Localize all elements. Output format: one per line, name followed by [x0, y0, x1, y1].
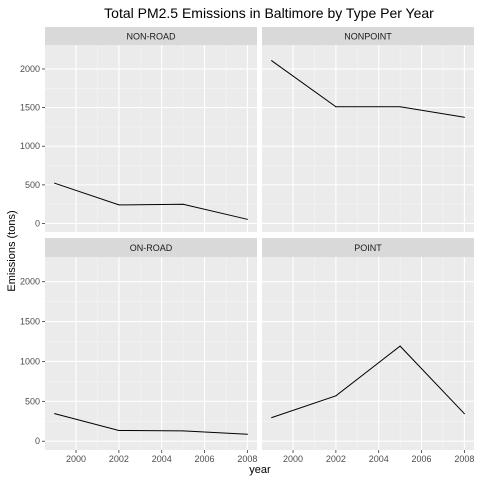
data-point: [271, 60, 273, 62]
y-tick-label: 1000: [20, 141, 40, 151]
x-tick-label: 2000: [283, 454, 303, 464]
data-point: [246, 433, 248, 435]
y-tick-label: 500: [25, 396, 40, 406]
facet-panel: ON-ROAD 0 500 1000 1500 2000 2000 2002 2004 2006 2…: [20, 238, 257, 464]
series-line: [54, 182, 248, 220]
series-line: [271, 345, 465, 419]
y-tick-label: 1500: [20, 103, 40, 113]
data-point: [335, 395, 337, 397]
y-tick-label: 1000: [20, 356, 40, 366]
y-tick-label: 500: [25, 180, 40, 190]
y-tick-label: 0: [35, 219, 40, 229]
data-point: [118, 430, 120, 432]
data-point: [463, 116, 465, 118]
facet-strip-label: ON-ROAD: [130, 243, 173, 253]
x-tick-label: 2004: [369, 454, 389, 464]
data-point: [271, 417, 273, 419]
facet-strip: [262, 27, 474, 45]
chart-title: Total PM2.5 Emissions in Baltimore by Ty…: [104, 5, 434, 21]
x-axis-label: year: [249, 464, 271, 476]
y-tick-label: 2000: [20, 64, 40, 74]
y-tick-label: 2000: [20, 277, 40, 287]
facet-strip-label: POINT: [354, 243, 382, 253]
data-point: [246, 218, 248, 220]
data-point: [335, 106, 337, 108]
data-point: [182, 203, 184, 205]
data-point: [54, 413, 56, 415]
x-tick-label: 2004: [152, 454, 172, 464]
y-axis-label: Emissions (tons): [6, 210, 18, 291]
data-point: [118, 204, 120, 206]
data-point: [182, 430, 184, 432]
x-tick-label: 2002: [109, 454, 129, 464]
x-tick-label: 2006: [195, 454, 215, 464]
y-tick-label: 1500: [20, 317, 40, 327]
y-tick-label: 0: [35, 436, 40, 446]
panel-background: [262, 257, 474, 450]
facet-strip: [45, 27, 257, 45]
panel-background: [45, 257, 257, 450]
data-point: [399, 345, 401, 347]
x-tick-label: 2002: [326, 454, 346, 464]
panel-background: [262, 45, 474, 232]
x-tick-label: 2008: [454, 454, 474, 464]
facet-panel: NONPOINT: [262, 27, 474, 232]
facet-strip: [262, 238, 474, 257]
x-tick-label: 2008: [237, 454, 257, 464]
data-point: [54, 182, 56, 184]
series-line: [54, 413, 248, 435]
series-line: [271, 60, 465, 118]
panel-background: [45, 45, 257, 232]
data-point: [399, 106, 401, 108]
facet-panel: POINT 2000 2002 2004 2006 2008: [262, 238, 474, 464]
x-tick-label: 2000: [66, 454, 86, 464]
facet-strip-label: NONPOINT: [344, 32, 392, 42]
facet-strip-label: NON-ROAD: [127, 32, 176, 42]
facet-strip: [45, 238, 257, 257]
facet-panel: NON-ROAD 0 500 1000 1500 2000: [20, 27, 257, 232]
data-point: [463, 413, 465, 415]
x-tick-label: 2006: [412, 454, 432, 464]
